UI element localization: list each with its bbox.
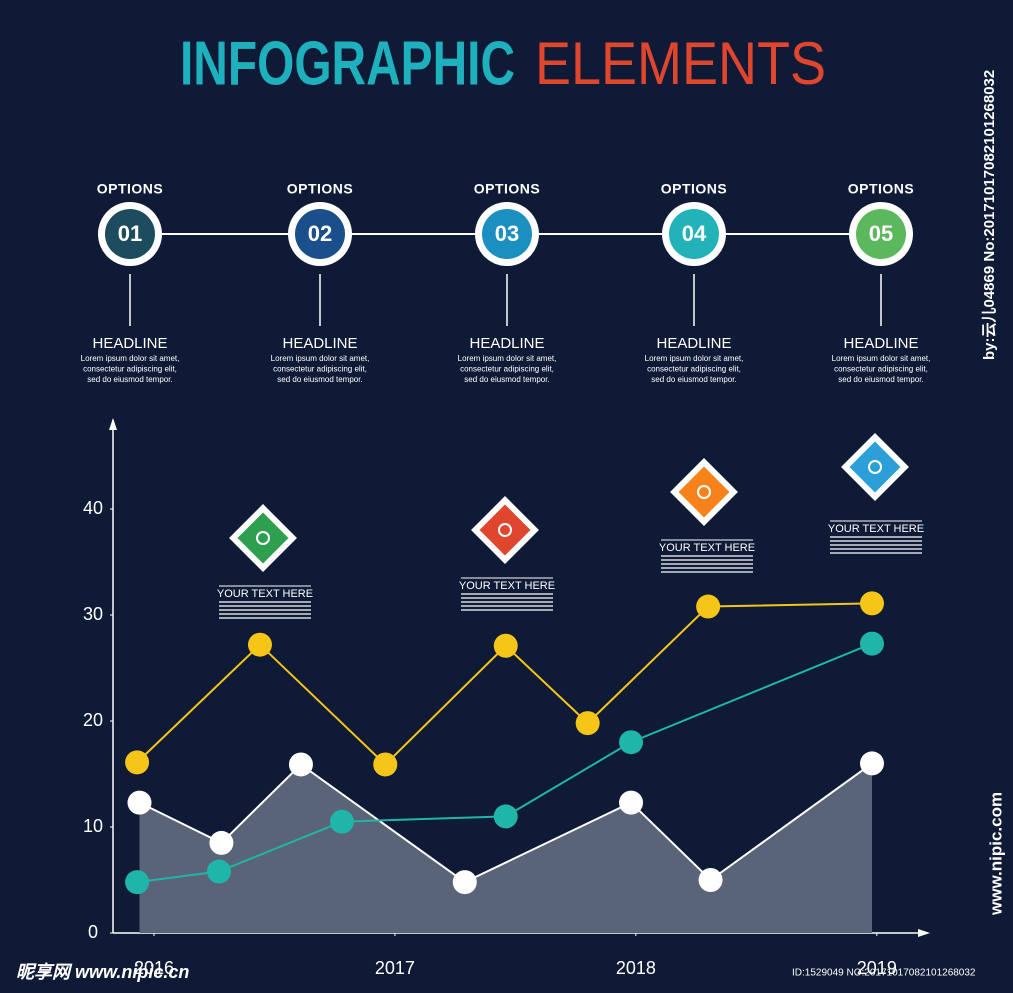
y-tick-label: 10 [83, 816, 103, 836]
point [207, 859, 232, 884]
x-tick-label: 2019 [857, 958, 897, 978]
option-headline: HEADLINE [92, 335, 167, 352]
option-headline: HEADLINE [282, 335, 357, 352]
option-number: 03 [495, 221, 519, 246]
option-text: consectetur adipiscing elit, [647, 365, 741, 374]
point [125, 870, 150, 895]
option-text: sed do eiusmod tempor. [277, 375, 362, 384]
option-headline: HEADLINE [843, 335, 918, 352]
point [859, 591, 884, 616]
option-text: Lorem ipsum dolor sit amet, [458, 354, 557, 363]
x-arrow [918, 929, 930, 937]
option-label: OPTIONS [848, 181, 915, 197]
x-tick-label: 2017 [375, 958, 415, 978]
point [373, 752, 398, 777]
callout-icon-bg [237, 512, 289, 564]
point [209, 830, 234, 855]
point [288, 752, 313, 777]
option-number: 02 [308, 221, 332, 246]
y-tick-label: 40 [83, 498, 103, 518]
point [127, 790, 152, 815]
option-label: OPTIONS [661, 181, 728, 197]
y-tick-label: 20 [83, 710, 103, 730]
option-text: consectetur adipiscing elit, [460, 365, 554, 374]
option-label: OPTIONS [474, 181, 541, 197]
watermark: ID:1529049 NO:20171017082101268032 [792, 968, 976, 979]
option-headline: HEADLINE [656, 335, 731, 352]
area [139, 763, 872, 933]
point [698, 868, 723, 893]
point [125, 750, 150, 775]
x-tick-label: 2016 [134, 958, 174, 978]
option-text: Lorem ipsum dolor sit amet, [832, 354, 931, 363]
option-text: sed do eiusmod tempor. [87, 375, 172, 384]
point [619, 790, 644, 815]
option-number: 05 [869, 221, 893, 246]
y-tick-label: 0 [88, 922, 98, 942]
point [493, 633, 518, 658]
callout-text: YOUR TEXT HERE [217, 588, 313, 600]
option-text: sed do eiusmod tempor. [464, 375, 549, 384]
title-part1: INFOGRAPHIC [180, 29, 515, 98]
option-text: consectetur adipiscing elit, [273, 365, 367, 374]
option-label: OPTIONS [287, 181, 354, 197]
callout-text: YOUR TEXT HERE [459, 580, 555, 592]
option-text: sed do eiusmod tempor. [838, 375, 923, 384]
option-number: 04 [682, 221, 707, 246]
option-circle [856, 209, 906, 259]
callout-icon [256, 531, 270, 545]
point [247, 632, 272, 657]
option-text: Lorem ipsum dolor sit amet, [645, 354, 744, 363]
y-tick-label: 30 [83, 604, 103, 624]
option-text: consectetur adipiscing elit, [834, 365, 928, 374]
point [696, 594, 721, 619]
line [136, 642, 873, 884]
option-circle [482, 209, 532, 259]
option-number: 01 [118, 221, 142, 246]
watermark: www.nipic.com [986, 792, 1005, 916]
callout-icon [498, 523, 512, 537]
watermark: by:云儿04869 No:20171017082101268032 [981, 70, 998, 360]
point [575, 711, 600, 736]
point [329, 809, 354, 834]
y-arrow [109, 418, 117, 430]
option-text: sed do eiusmod tempor. [651, 375, 736, 384]
title-part2: ELEMENTS [535, 30, 826, 97]
callout-icon-bg [479, 504, 531, 556]
callout-text: YOUR TEXT HERE [659, 542, 755, 554]
callout-icon [697, 485, 711, 499]
point [493, 804, 518, 829]
callout-icon-bg [678, 466, 730, 518]
option-circle [295, 209, 345, 259]
callout-icon-bg [849, 441, 901, 493]
point [452, 870, 477, 895]
point [859, 751, 884, 776]
point [859, 631, 884, 656]
option-circle [105, 209, 155, 259]
callout-icon [868, 460, 882, 474]
option-text: Lorem ipsum dolor sit amet, [81, 354, 180, 363]
option-label: OPTIONS [97, 181, 164, 197]
option-headline: HEADLINE [469, 335, 544, 352]
option-text: consectetur adipiscing elit, [83, 365, 177, 374]
option-circle [669, 209, 719, 259]
point [619, 730, 644, 755]
callout-text: YOUR TEXT HERE [828, 523, 924, 535]
watermark: 昵享网 www.nipic.cn [16, 962, 189, 982]
x-tick-label: 2018 [616, 958, 656, 978]
option-text: Lorem ipsum dolor sit amet, [271, 354, 370, 363]
